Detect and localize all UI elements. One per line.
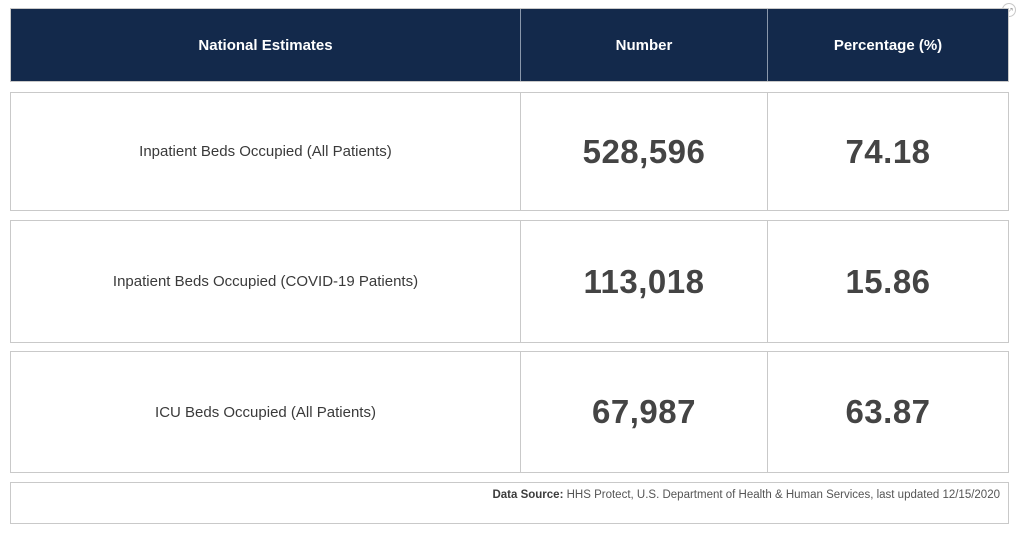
row-percentage: 74.18 [845, 132, 931, 170]
header-percentage: Percentage (%) [833, 36, 943, 54]
table-header-row: National Estimates Number Percentage (%) [10, 8, 1009, 82]
table-row: Inpatient Beds Occupied (COVID-19 Patien… [10, 220, 1009, 343]
row-number: 113,018 [521, 221, 768, 342]
row-label: ICU Beds Occupied (All Patients) [11, 352, 521, 472]
table-row: ICU Beds Occupied (All Patients) 67,987 … [10, 351, 1009, 473]
header-number: Number [521, 9, 768, 81]
row-percentage: 63.87 [845, 393, 931, 430]
data-source-footer: Data Source: HHS Protect, U.S. Departmen… [10, 482, 1009, 524]
row-number: 528,596 [521, 93, 768, 210]
row-number: 67,987 [521, 352, 768, 472]
data-source-label: Data Source: [492, 489, 564, 501]
table-row: Inpatient Beds Occupied (All Patients) 5… [10, 92, 1009, 211]
header-national-estimates: National Estimates [11, 9, 521, 81]
data-source-text: HHS Protect, U.S. Department of Health &… [566, 489, 1000, 501]
row-label: Inpatient Beds Occupied (COVID-19 Patien… [11, 221, 521, 342]
row-percentage: 15.86 [845, 262, 931, 300]
row-label: Inpatient Beds Occupied (All Patients) [11, 93, 521, 210]
